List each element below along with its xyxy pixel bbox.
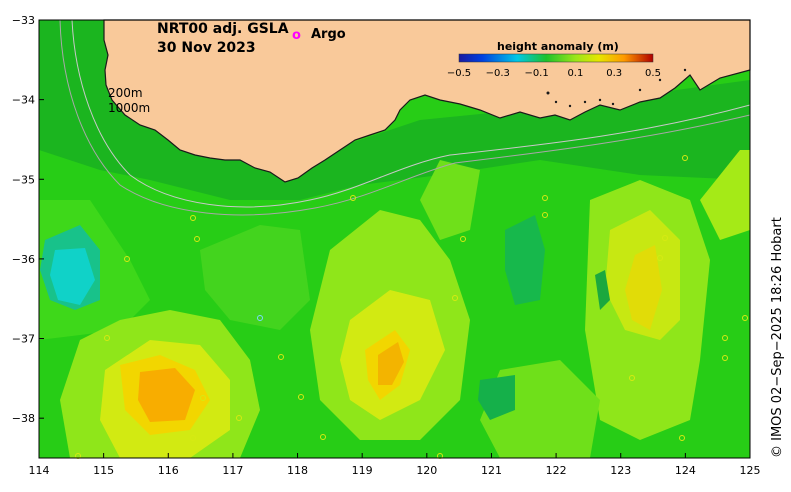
argo-float [679, 435, 685, 441]
isobath-label-1000m: 1000m [108, 101, 150, 115]
isobath-label-200m: 200m [108, 86, 143, 100]
colorbar-tick-label: −0.3 [486, 68, 510, 79]
x-tick-label: 125 [740, 464, 761, 477]
x-tick-label: 117 [222, 464, 243, 477]
yellow-inner-east [625, 245, 662, 330]
x-tick-label: 123 [610, 464, 631, 477]
copyright-credit: © IMOS 02−Sep−2025 18:26 Hobart [770, 217, 785, 458]
yg-patch-north [420, 160, 480, 240]
yg-patch-far-east [700, 150, 750, 240]
argo-float [722, 335, 728, 341]
colorbar-tick-label: −0.1 [524, 68, 548, 79]
teal-eddy-south [478, 375, 515, 420]
argo-float [190, 435, 196, 441]
x-tick-label: 120 [416, 464, 437, 477]
argo-float [257, 315, 263, 321]
argo-float [742, 315, 748, 321]
colorbar-ticks: −0.5 −0.3 −0.1 0.1 0.3 0.5 [447, 68, 661, 79]
orange-core-center [378, 342, 404, 385]
argo-float [298, 394, 304, 400]
argo-float [542, 195, 548, 201]
argo-float [350, 195, 356, 201]
lightgreen-lobe-mid [200, 225, 310, 330]
map-title-line2: 30 Nov 2023 [157, 40, 256, 56]
x-tick-label: 115 [93, 464, 114, 477]
x-axis: 114 115 116 117 118 119 120 121 122 123 124 125 [29, 453, 761, 477]
colorbar [458, 53, 654, 63]
y-tick-label: −38 [12, 412, 35, 425]
map-title-line1: NRT00 adj. GSLA [157, 21, 289, 37]
colorbar-title: height anomaly (m) [497, 40, 619, 53]
isobath-200m [71, 20, 750, 208]
colorbar-tick-label: 0.1 [567, 68, 583, 79]
y-axis: −33 −34 −35 −36 −37 −38 [12, 14, 44, 425]
argo-float [542, 212, 548, 218]
cyan-eddy-west [50, 248, 95, 305]
argo-float [320, 434, 326, 440]
y-tick-label: −35 [12, 173, 35, 186]
argo-float [200, 395, 206, 401]
argo-float [452, 295, 458, 301]
teal-eddy-east [595, 270, 610, 310]
argo-float [124, 256, 130, 262]
argo-legend-label: Argo [311, 27, 346, 42]
argo-float [657, 255, 663, 261]
argo-float [662, 235, 668, 241]
x-tick-label: 122 [546, 464, 567, 477]
argo-legend-marker: o [292, 28, 301, 43]
x-tick-label: 114 [29, 464, 50, 477]
isobath-1000m [59, 20, 750, 216]
x-tick-label: 118 [287, 464, 308, 477]
colorbar-tick-label: 0.5 [645, 68, 661, 79]
y-tick-label: −36 [12, 253, 35, 266]
x-tick-label: 116 [158, 464, 179, 477]
argo-float [236, 415, 242, 421]
coastal-islands [546, 68, 687, 108]
argo-float [190, 215, 196, 221]
argo-float [104, 335, 110, 341]
isobaths [59, 20, 750, 216]
colorbar-tick-label: −0.5 [447, 68, 471, 79]
x-tick-label: 121 [481, 464, 502, 477]
argo-float [460, 236, 466, 242]
y-tick-label: −37 [12, 333, 35, 346]
argo-float [722, 355, 728, 361]
argo-float [194, 236, 200, 242]
orange-core-west [138, 368, 195, 422]
plot-frame [38, 19, 751, 459]
x-tick-label: 119 [352, 464, 373, 477]
y-tick-label: −34 [12, 94, 35, 107]
argo-float [278, 354, 284, 360]
colorbar-tick-label: 0.3 [606, 68, 622, 79]
argo-float [682, 155, 688, 161]
y-tick-label: −33 [12, 14, 35, 27]
x-tick-label: 124 [675, 464, 696, 477]
teal-eddy-center [505, 215, 545, 305]
argo-float [629, 375, 635, 381]
